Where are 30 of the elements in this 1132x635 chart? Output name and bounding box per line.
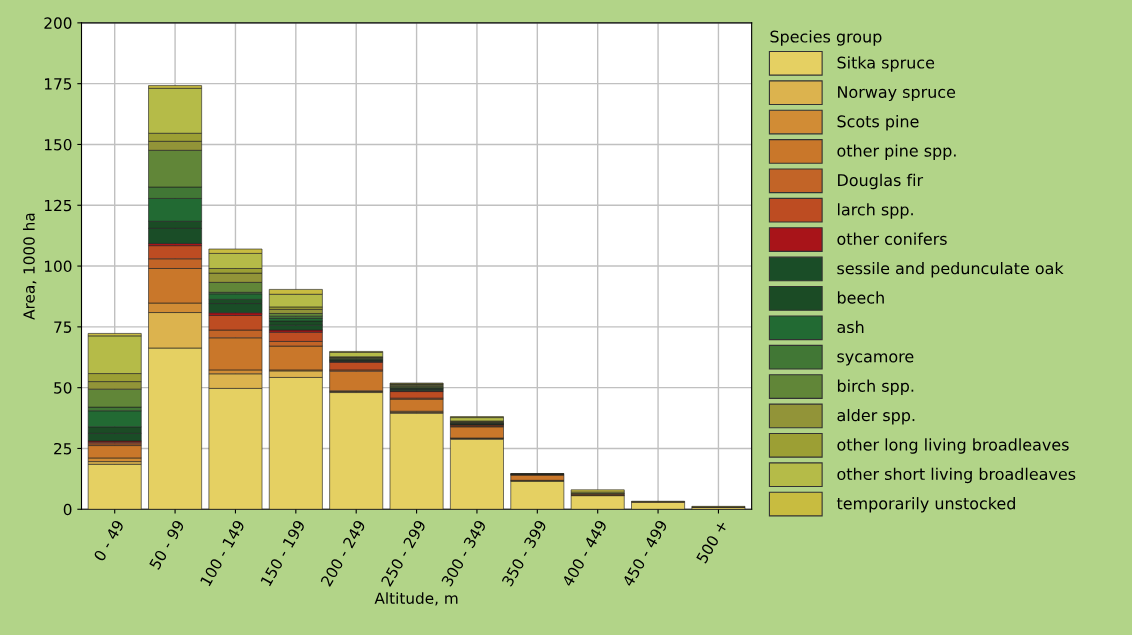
x-tick-label: 0 - 49 bbox=[93, 519, 125, 562]
y-tick-label: 25 bbox=[54, 442, 72, 455]
legend-label: temporarily unstocked bbox=[836, 497, 1015, 513]
legend-label: other short living broadleaves bbox=[837, 467, 1076, 484]
legend-label: other long living broadleaves bbox=[837, 438, 1069, 454]
y-tick-label: 125 bbox=[44, 199, 72, 212]
y-tick-label: 175 bbox=[44, 78, 72, 90]
y-tick-label: 200 bbox=[44, 17, 72, 29]
legend-label: Scots pine bbox=[837, 115, 919, 131]
legend-label: Douglas fir bbox=[838, 173, 924, 190]
x-axis-title: Altitude, m bbox=[374, 592, 458, 606]
legend-label: ash bbox=[837, 320, 864, 334]
legend-label: Norway spruce bbox=[838, 86, 956, 102]
y-tick-label: 150 bbox=[44, 138, 72, 151]
legend-label: beech bbox=[837, 291, 884, 304]
legend-label: other pine spp. bbox=[837, 144, 956, 160]
legend-label: birch spp. bbox=[837, 379, 914, 395]
legend-label: sycamore bbox=[837, 353, 914, 366]
y-tick-label: 50 bbox=[54, 382, 72, 394]
legend-title: Species group bbox=[770, 30, 882, 46]
legend-label: larch spp. bbox=[838, 203, 913, 219]
y-tick-label: 100 bbox=[44, 260, 72, 273]
legend-label: other conifers bbox=[837, 232, 947, 245]
legend-label: Sitka spruce bbox=[837, 56, 935, 72]
legend-label: alder spp. bbox=[837, 408, 915, 425]
y-axis-title: Area, 1000 ha bbox=[22, 213, 37, 320]
x-tick-label: 50 - 99 bbox=[148, 519, 185, 571]
legend-label: sessile and pedunculate oak bbox=[837, 261, 1064, 278]
y-tick-label: 0 bbox=[63, 503, 72, 516]
y-tick-label: 75 bbox=[54, 321, 72, 333]
